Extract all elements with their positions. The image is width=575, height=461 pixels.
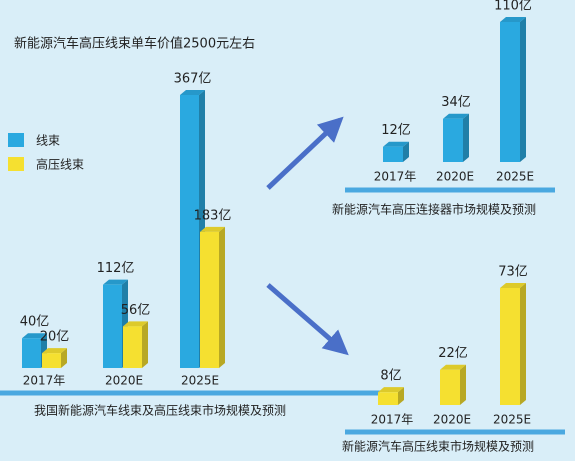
bar-top bbox=[500, 283, 526, 288]
bar-top bbox=[440, 364, 466, 370]
value-label: 183亿 bbox=[194, 208, 232, 223]
x-tick-label: 2025E bbox=[496, 170, 534, 184]
bar-top bbox=[443, 113, 469, 119]
bar-side bbox=[520, 17, 526, 162]
bar-side bbox=[463, 113, 469, 162]
bar bbox=[200, 231, 219, 368]
bar-top bbox=[42, 348, 67, 354]
x-tick-label: 2017年 bbox=[371, 413, 414, 427]
bar bbox=[383, 146, 403, 162]
x-tick-label: 2017年 bbox=[23, 374, 66, 388]
chart-title: 我国新能源汽车线束及高压线束市场规模及预测 bbox=[34, 403, 286, 418]
bar-top bbox=[103, 279, 128, 285]
value-label: 56亿 bbox=[121, 303, 151, 318]
bar bbox=[123, 326, 142, 368]
chart-title: 新能源汽车高压线束市场规模及预测 bbox=[342, 439, 534, 454]
x-tick-label: 2020E bbox=[105, 374, 143, 388]
value-label: 73亿 bbox=[498, 265, 528, 280]
annotation: 新能源汽车高压线束单车价值2500元左右 bbox=[14, 36, 255, 52]
bar bbox=[500, 22, 520, 162]
x-tick-label: 2020E bbox=[433, 413, 471, 427]
value-label: 367亿 bbox=[174, 72, 212, 87]
value-label: 22亿 bbox=[438, 346, 468, 361]
legend-label: 线束 bbox=[36, 134, 60, 148]
chart-title: 新能源汽车高压连接器市场规模及预测 bbox=[332, 202, 536, 217]
bar-top bbox=[22, 333, 47, 339]
arrow bbox=[266, 116, 344, 190]
bar bbox=[42, 353, 61, 368]
legend-label: 高压线束 bbox=[36, 157, 84, 172]
value-label: 112亿 bbox=[97, 261, 135, 276]
bar-top bbox=[383, 141, 409, 147]
value-label: 40亿 bbox=[20, 315, 50, 330]
x-tick-label: 2017年 bbox=[374, 170, 417, 184]
x-tick-label: 2025E bbox=[493, 413, 531, 427]
bar-top bbox=[123, 321, 148, 327]
x-tick-label: 2020E bbox=[436, 170, 474, 184]
bar bbox=[378, 392, 398, 405]
bar bbox=[22, 338, 41, 368]
bar-side bbox=[142, 321, 148, 368]
bar bbox=[103, 284, 122, 368]
value-label: 8亿 bbox=[380, 369, 401, 384]
bar-side bbox=[403, 141, 409, 162]
bar-top bbox=[378, 387, 404, 393]
value-label: 110亿 bbox=[494, 0, 532, 14]
bar bbox=[440, 369, 460, 405]
bar-side bbox=[219, 226, 225, 368]
bar-top bbox=[180, 90, 205, 95]
value-label: 20亿 bbox=[40, 330, 70, 345]
bar-side bbox=[460, 364, 466, 405]
legend-swatch bbox=[8, 133, 24, 147]
bar-top bbox=[500, 17, 526, 22]
legend-swatch bbox=[8, 157, 24, 171]
value-label: 12亿 bbox=[381, 123, 411, 138]
bar-top bbox=[200, 226, 225, 232]
x-tick-label: 2025E bbox=[181, 374, 219, 388]
bar-side bbox=[398, 387, 404, 405]
bar-side bbox=[520, 283, 526, 405]
bar bbox=[443, 118, 463, 162]
bar-side bbox=[61, 348, 67, 368]
value-label: 34亿 bbox=[441, 95, 471, 110]
bar bbox=[500, 288, 520, 405]
bar bbox=[180, 95, 199, 368]
arrow bbox=[266, 283, 349, 356]
